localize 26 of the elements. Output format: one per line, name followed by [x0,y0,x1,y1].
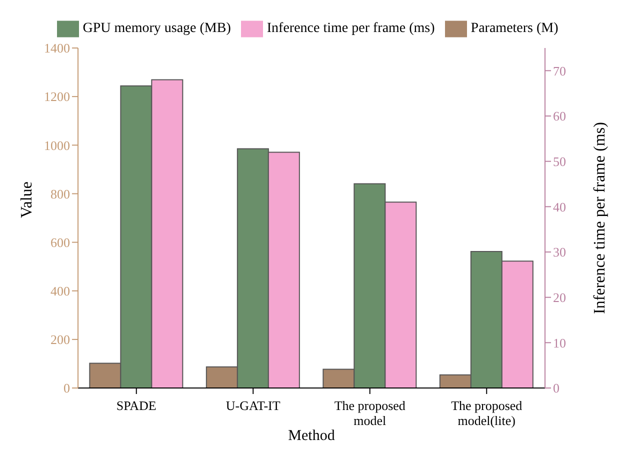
y-tick-label: 400 [50,283,70,298]
y-tick-label: 600 [50,234,70,250]
y2-tick-label: 50 [553,154,566,169]
y2-tick-label: 30 [553,244,566,260]
y-tick-label: 0 [64,380,70,396]
legend-label: Inference time per frame (ms) [266,21,435,36]
x-axis-title: Method [288,428,336,444]
y2-tick-label: 20 [553,290,566,305]
y2-tick-label: 70 [553,63,566,78]
x-tick-label: The proposed model [334,398,406,428]
y-tick-label: 1400 [44,40,70,56]
y2-tick-label: 60 [553,108,566,124]
y2-axis-title: Inference time per frame (ms) [592,122,609,314]
y2-tick-label: 0 [553,380,560,396]
x-tick-label: SPADE [116,398,156,413]
y-axis-title: Value [18,182,36,218]
y-tick-label: 1000 [44,138,70,153]
x-tick-label: U-GAT-IT [226,398,280,413]
x-tick-label: The proposed model(lite) [451,398,523,428]
legend-label: Parameters (M) [470,21,558,36]
y-tick-label: 1200 [44,89,70,104]
y2-tick-label: 40 [553,199,566,214]
y-tick-label: 200 [50,332,70,348]
y2-tick-label: 10 [553,335,566,350]
legend-label: GPU memory usage (MB) [82,21,231,36]
y-tick-label: 800 [50,186,70,202]
